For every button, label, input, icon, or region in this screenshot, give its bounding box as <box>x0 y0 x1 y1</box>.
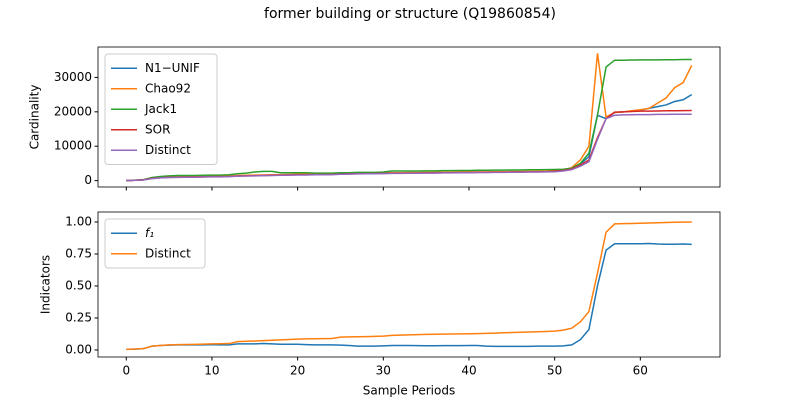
y-tick-label: 0 <box>84 173 92 187</box>
axes-frame <box>97 211 721 358</box>
x-axis-label: Sample Periods <box>363 384 455 398</box>
legend-label: Distinct <box>145 143 191 157</box>
x-tick-label: 40 <box>461 364 476 378</box>
series-line <box>126 113 692 182</box>
y-tick-label: 20000 <box>54 104 92 118</box>
x-tick-label: 0 <box>122 364 130 378</box>
x-tick-label: 20 <box>290 364 305 378</box>
x-tick-label: 50 <box>547 364 562 378</box>
y-tick-label: 30000 <box>54 70 92 84</box>
legend-label: SOR <box>145 122 170 136</box>
legend-box <box>104 218 206 269</box>
y-tick-label: 0.00 <box>65 342 92 356</box>
legend-label: Jack1 <box>144 102 177 116</box>
y-tick-label: 0.25 <box>65 310 92 324</box>
x-tick-label: 60 <box>633 364 648 378</box>
x-tick-label: 30 <box>376 364 391 378</box>
axes-frame <box>97 46 721 188</box>
y-axis-label: Indicators <box>39 255 53 314</box>
series-line <box>126 58 692 182</box>
legend-label: f₁ <box>145 226 154 240</box>
legend-label: Chao92 <box>145 81 191 95</box>
series-line <box>126 242 692 351</box>
y-axis-label: Cardinality <box>28 85 42 150</box>
x-tick-label: 10 <box>204 364 219 378</box>
y-tick-label: 10000 <box>54 139 92 153</box>
legend-label: N1−UNIF <box>145 61 200 75</box>
y-tick-label: 0.50 <box>65 278 92 292</box>
y-tick-label: 0.75 <box>65 246 92 260</box>
series-line <box>126 221 692 351</box>
y-tick-label: 1.00 <box>65 214 92 228</box>
figure-title: former building or structure (Q19860854) <box>264 6 556 22</box>
legend-box <box>104 53 218 165</box>
legend-label: Distinct <box>145 246 191 260</box>
